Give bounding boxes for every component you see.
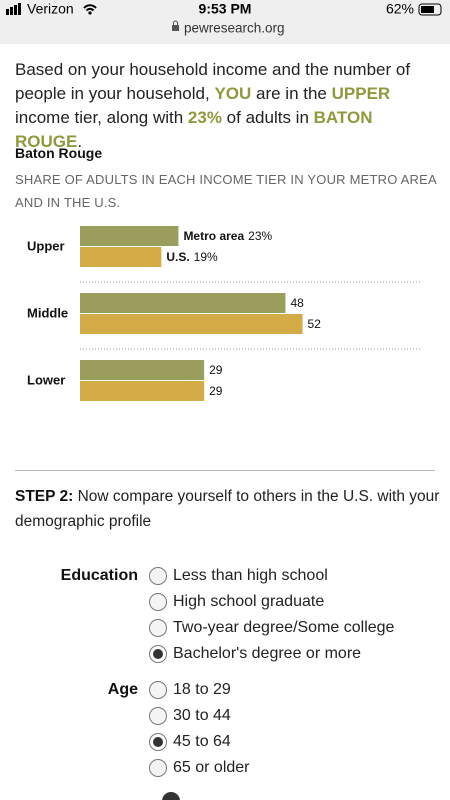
divider	[15, 470, 435, 471]
step-description: Now compare yourself to others in the U.…	[15, 488, 440, 530]
radio-dot[interactable]	[153, 649, 163, 659]
radio[interactable]	[149, 707, 167, 725]
text: are in the	[251, 84, 332, 103]
option-label[interactable]: Two-year degree/Some college	[173, 619, 395, 636]
intro-text: Based on your household income and the n…	[15, 58, 435, 154]
step-label: STEP 2:	[15, 488, 74, 505]
category-label: Middle	[27, 305, 68, 320]
chart: Upper Metro area 23% U.S. 19% Middle 48 52 Lower…	[27, 226, 420, 401]
bar	[80, 381, 205, 401]
option-label[interactable]: 45 to 64	[173, 733, 231, 750]
value-label: 19%	[194, 250, 218, 264]
category-label: Upper	[27, 238, 65, 253]
radio-dot[interactable]	[153, 737, 163, 747]
text: Based on your household income and the n…	[15, 60, 411, 103]
chart-title: Baton Rouge	[15, 145, 103, 161]
radio[interactable]	[162, 792, 180, 800]
highlight: 23%	[187, 108, 222, 127]
highlight: BATON ROUGE	[15, 108, 373, 151]
bar	[80, 314, 303, 334]
bar	[80, 247, 162, 267]
option-label[interactable]: 30 to 44	[173, 707, 231, 724]
option-label[interactable]: High school graduate	[173, 593, 324, 610]
series-label: U.S.	[166, 250, 189, 264]
field-label: Age	[108, 681, 138, 698]
bar	[80, 360, 205, 380]
value-label: 52	[308, 317, 322, 331]
status-icons: Verizon 9:53 PM 62% pewresearch.org	[6, 1, 442, 36]
radio[interactable]	[149, 759, 167, 777]
value-label: 48	[290, 296, 304, 310]
highlight: UPPER	[331, 84, 391, 103]
text: .	[77, 132, 83, 151]
option-label[interactable]: 65 or older	[173, 759, 250, 776]
clock: 9:53 PM	[199, 1, 252, 17]
option-label[interactable]: Bachelor's degree or more	[173, 645, 361, 662]
text: income tier, along with	[15, 108, 188, 127]
series-label: Metro area	[183, 229, 244, 243]
value-label: 23%	[248, 229, 272, 243]
radio[interactable]	[149, 681, 167, 699]
url[interactable]: pewresearch.org	[184, 21, 285, 36]
radio[interactable]	[149, 567, 167, 585]
carrier: Verizon	[27, 1, 74, 17]
form: Education Less than high school High schoo…	[61, 567, 395, 800]
category-label: Lower	[27, 372, 65, 387]
bar	[80, 226, 179, 246]
text: of adults in	[221, 108, 314, 127]
highlight: YOU	[214, 84, 252, 103]
option-label[interactable]: 18 to 29	[173, 681, 231, 698]
option-label[interactable]: Less than high school	[173, 567, 328, 584]
battery-level: 62%	[386, 1, 414, 17]
chart-subtitle: SHARE OF ADULTS IN EACH INCOME TIER IN Y…	[15, 172, 437, 210]
radio[interactable]	[149, 593, 167, 611]
field-label: Education	[61, 567, 138, 584]
status-bar: Verizon 9:53 PM 62% pewresearch.org	[0, 0, 450, 44]
value-label: 29	[209, 363, 223, 377]
step-text: STEP 2: Now compare yourself to others i…	[15, 484, 440, 534]
radio[interactable]	[149, 619, 167, 637]
value-label: 29	[209, 384, 223, 398]
bar	[80, 293, 286, 313]
